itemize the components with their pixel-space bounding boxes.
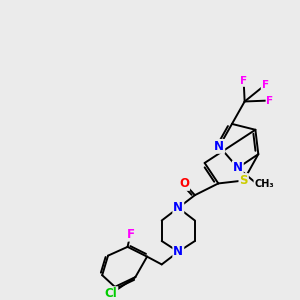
Text: N: N: [233, 161, 243, 174]
Text: S: S: [239, 174, 248, 187]
Text: N: N: [173, 245, 183, 258]
Text: F: F: [262, 80, 269, 90]
Text: F: F: [127, 228, 134, 241]
Text: N: N: [214, 140, 224, 153]
Text: O: O: [179, 177, 189, 190]
Text: Cl: Cl: [105, 287, 117, 300]
Text: N: N: [173, 201, 183, 214]
Text: F: F: [240, 76, 247, 86]
Text: CH₃: CH₃: [254, 179, 274, 189]
Text: F: F: [266, 95, 274, 106]
